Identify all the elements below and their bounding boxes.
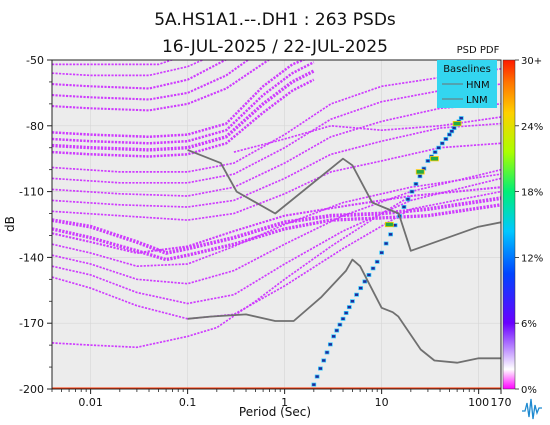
resonance-point-36 [447, 132, 452, 137]
resonance-point-20 [383, 241, 389, 246]
legend-lnm-label: LNM [466, 95, 488, 106]
colorbar-tick-label-0: 30+ [521, 56, 542, 67]
resonance-point-5 [327, 342, 333, 347]
resonance-point-8 [337, 322, 343, 327]
resonance-point-9 [340, 316, 346, 321]
y-tick-label-2: -110 [19, 186, 44, 199]
baseline-lnm [187, 258, 501, 364]
psd-band-8 [52, 60, 175, 66]
resonance-point-18 [374, 259, 380, 264]
resonance-hot-point-0 [384, 221, 394, 228]
resonance-point-30 [425, 158, 431, 163]
y-tick-label-0: -50 [26, 54, 44, 67]
chart-title: 5A.HS1A1.--.DH1 : 263 PSDs [154, 10, 396, 30]
resonance-point-32 [432, 150, 438, 155]
psd-band-14 [233, 116, 501, 153]
psd-band-7 [52, 60, 205, 77]
x-tick-label-3: 10 [375, 396, 389, 409]
colorbar-tick-label-1: 24% [521, 122, 543, 133]
y-tick-label-1: -80 [26, 120, 44, 133]
resonance-point-15 [362, 279, 368, 284]
x-tick-label-4: 100 [468, 396, 489, 409]
colorbar-tick-label-4: 6% [521, 319, 537, 330]
y-tick-label-5: -200 [19, 383, 44, 396]
resonance-point-38 [451, 126, 457, 130]
psd-band-2 [52, 69, 315, 152]
resonance-point-35 [443, 137, 449, 141]
resonance-point-19 [379, 250, 385, 255]
resonance-point-7 [334, 328, 340, 333]
resonance-point-26 [409, 189, 415, 194]
resonance-point-33 [436, 145, 442, 150]
seismic-wave-logo [520, 395, 544, 421]
psd-band-18 [52, 173, 501, 268]
psd-band-11 [52, 103, 501, 197]
resonance-point-1 [314, 374, 320, 379]
y-axis-label: dB [3, 216, 17, 232]
resonance-point-12 [350, 299, 355, 304]
psd-band-0 [52, 60, 307, 139]
psd-band-12 [52, 122, 501, 208]
x-axis-ticks: 0.01 0.1 1 10 100 170 [51, 389, 512, 409]
x-tick-label-2: 1 [281, 396, 288, 409]
resonance-point-3 [321, 358, 327, 363]
resonance-point-6 [331, 334, 336, 339]
resonance-point-17 [370, 266, 376, 271]
psd-band-4 [52, 60, 271, 112]
resonance-point-28 [417, 174, 423, 179]
psd-band-10 [52, 83, 501, 184]
x-tick-label-1: 0.1 [179, 396, 197, 409]
psd-band-1 [52, 61, 315, 145]
chart-subtitle: 16-JUL-2025 / 22-JUL-2025 [162, 37, 388, 57]
baseline-hnm [187, 149, 501, 252]
y-tick-label-4: -170 [19, 317, 44, 330]
baseline-layer [187, 149, 501, 364]
resonance-hot-point-2 [430, 156, 439, 162]
resonance-point-14 [358, 286, 364, 291]
resonance-hot-point-3 [452, 121, 462, 127]
x-axis-label: Period (Sec) [239, 405, 311, 419]
y-axis-ticks: -50 -80 -110 -140 -170 -200 [19, 54, 52, 396]
resonance-point-4 [324, 350, 330, 355]
legend-hnm-label: HNM [466, 80, 490, 91]
colorbar-title: PSD PDF [457, 45, 500, 56]
resonance-point-37 [449, 129, 455, 134]
resonance-point-41 [458, 116, 464, 121]
psd-density-layer [52, 60, 501, 389]
colorbar-tick-label-2: 18% [521, 188, 543, 199]
psd-band-19 [52, 168, 501, 285]
colorbar-tick-label-5: 0% [521, 385, 537, 396]
psd-band-20 [52, 177, 501, 305]
resonance-point-25 [405, 197, 411, 202]
psd-band-6 [52, 60, 228, 90]
resonance-point-11 [346, 305, 352, 310]
legend-title: Baselines [443, 64, 491, 75]
psd-band-9 [52, 67, 501, 173]
resonance-point-34 [439, 141, 445, 146]
resonance-point-24 [401, 205, 407, 209]
colorbar [502, 59, 516, 390]
colorbar-ticks: 30+ 24% 18% 12% 6% 0% [515, 56, 543, 396]
resonance-point-2 [318, 366, 323, 371]
psd-band-3 [52, 78, 315, 158]
resonance-point-27 [413, 181, 419, 186]
legend: Baselines HNM LNM [437, 60, 497, 108]
resonance-point-16 [366, 272, 372, 277]
colorbar-tick-label-3: 12% [521, 253, 543, 264]
psd-band-13 [52, 142, 501, 221]
resonance-point-13 [354, 292, 359, 297]
resonance-point-0 [311, 382, 317, 387]
x-tick-label-5: 170 [491, 396, 512, 409]
resonance-point-10 [343, 311, 349, 315]
x-tick-label-0: 0.01 [78, 396, 103, 409]
resonance-hot-point-1 [415, 169, 425, 175]
plot-frame [51, 59, 502, 390]
y-tick-label-3: -140 [19, 251, 44, 264]
psd-band-5 [52, 60, 250, 101]
resonance-point-21 [388, 232, 393, 237]
plot-background [52, 60, 501, 389]
